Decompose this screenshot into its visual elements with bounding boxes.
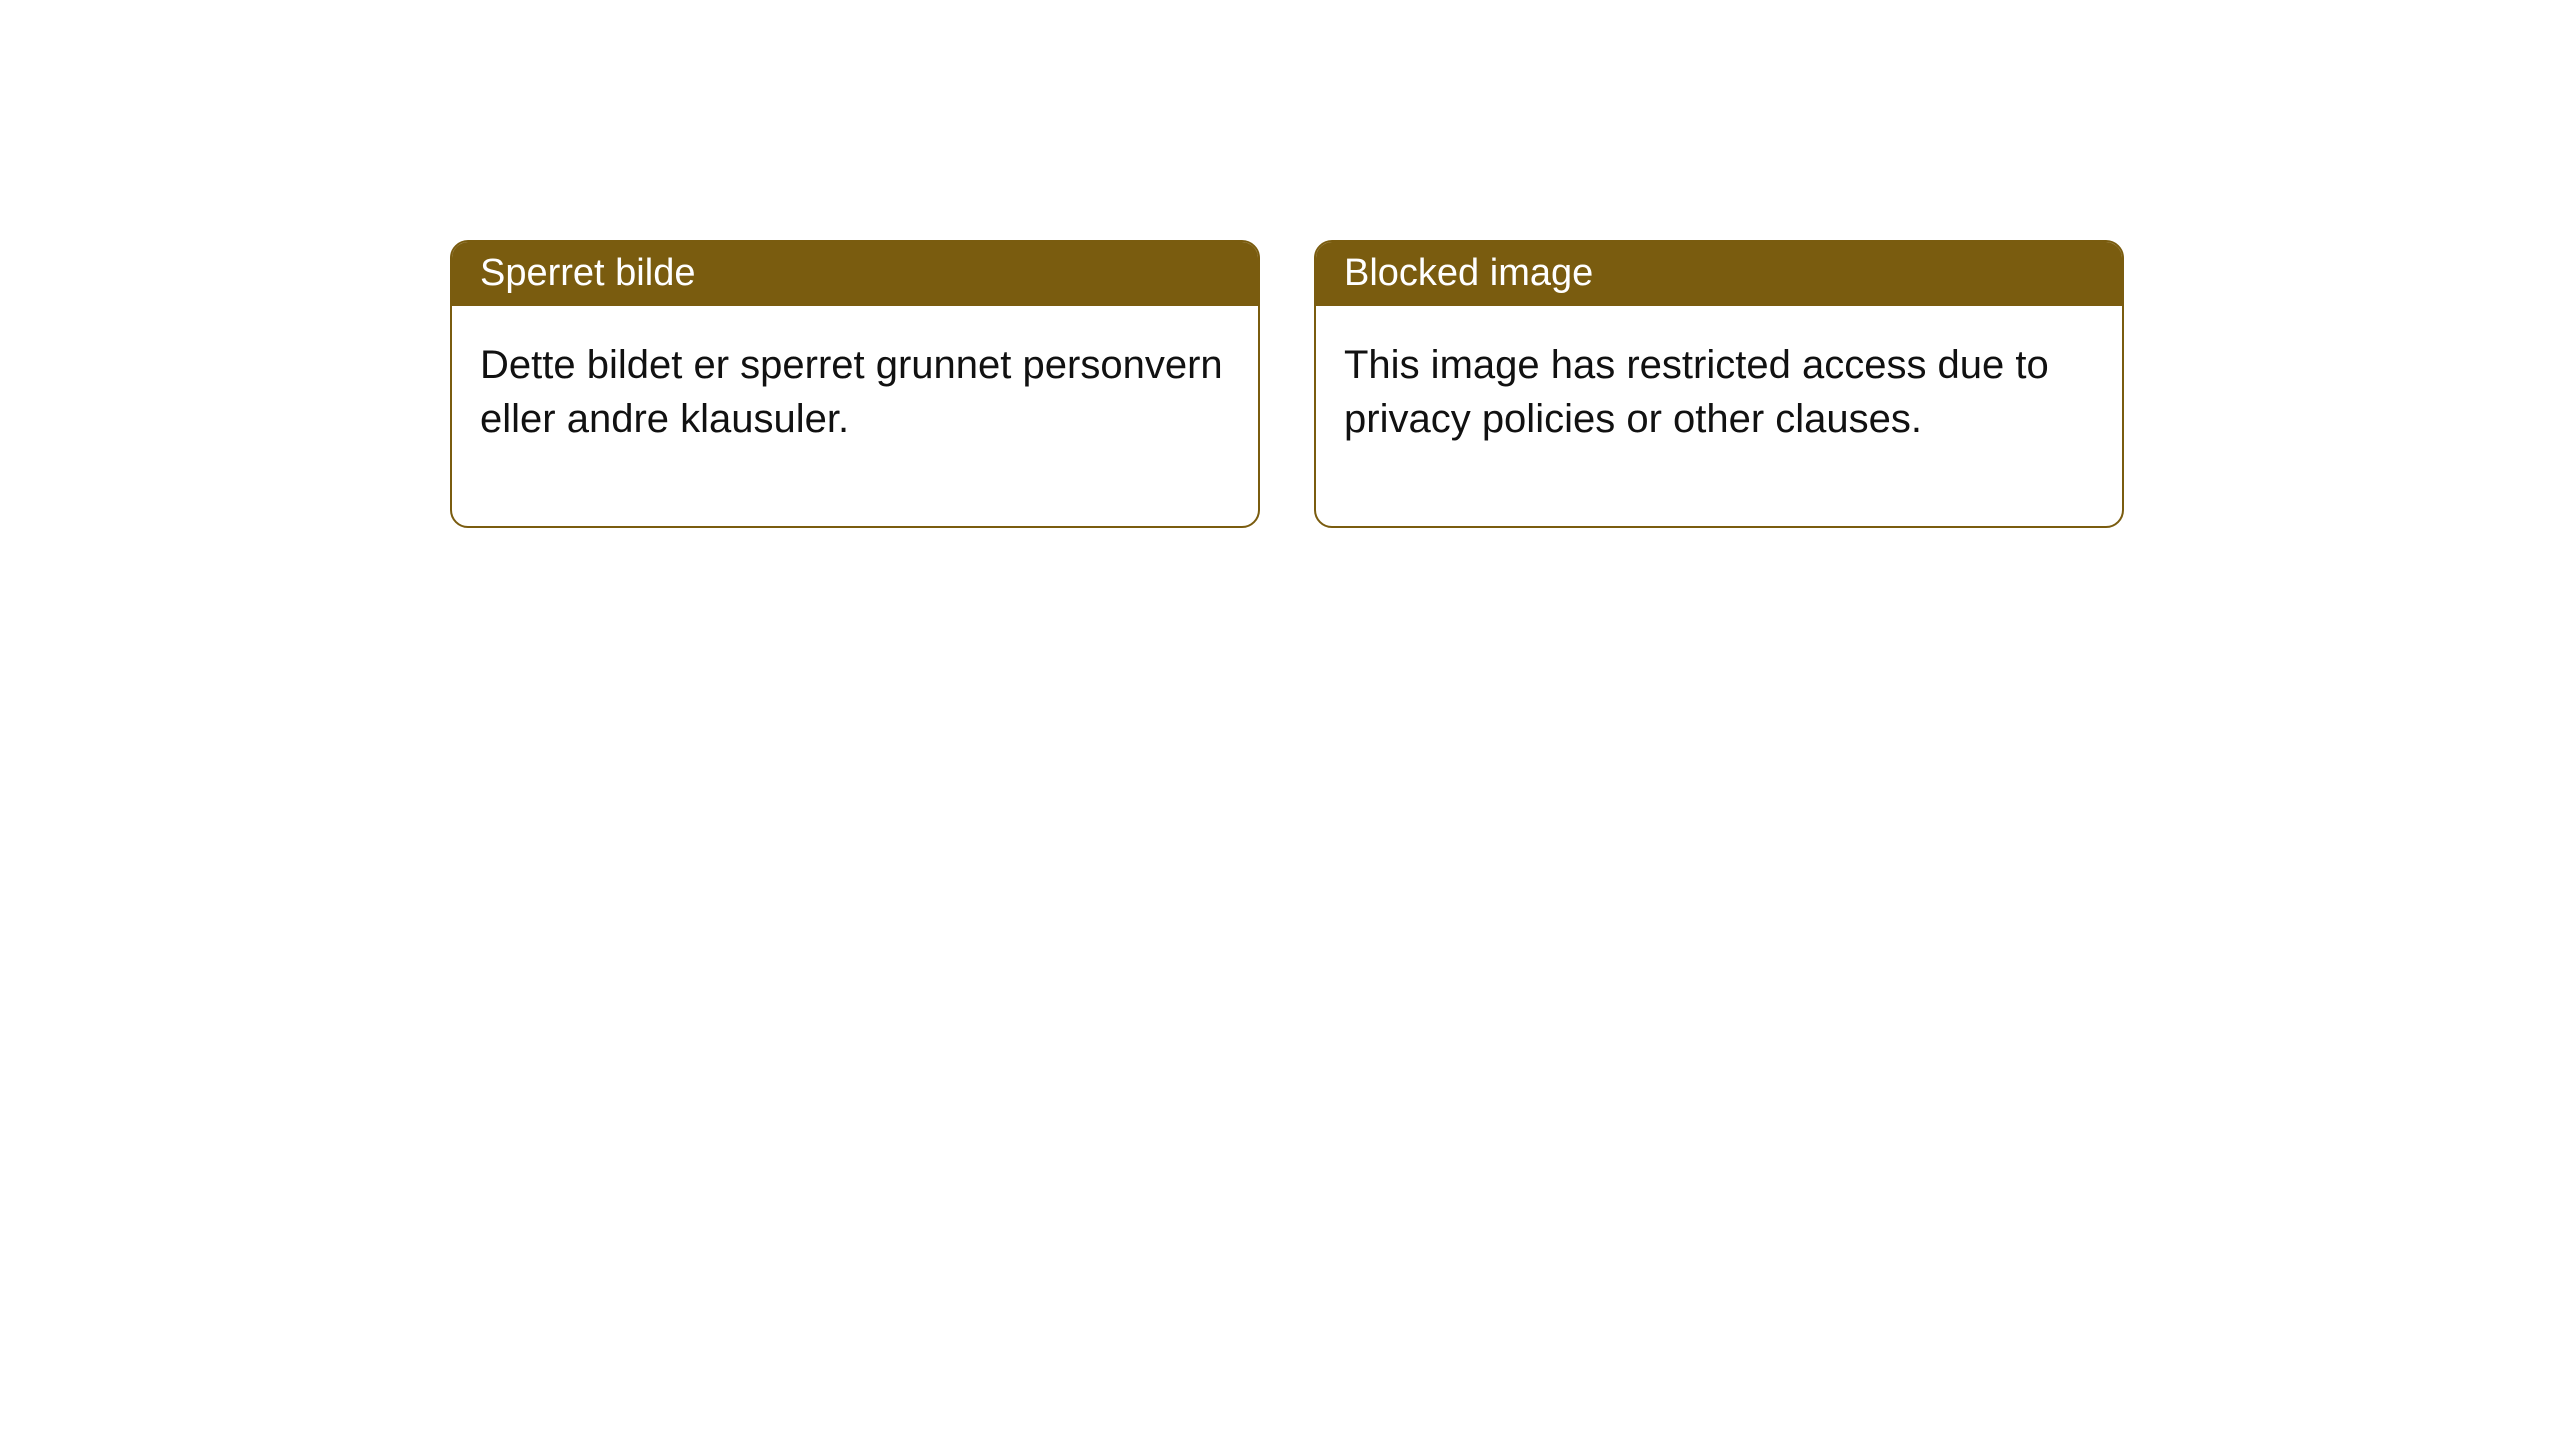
notice-card-english: Blocked image This image has restricted … [1314,240,2124,528]
notice-title-en: Blocked image [1316,242,2122,306]
notice-card-norwegian: Sperret bilde Dette bildet er sperret gr… [450,240,1260,528]
notice-body-no: Dette bildet er sperret grunnet personve… [452,306,1258,526]
notice-body-en: This image has restricted access due to … [1316,306,2122,526]
notice-container: Sperret bilde Dette bildet er sperret gr… [450,240,2124,528]
notice-title-no: Sperret bilde [452,242,1258,306]
